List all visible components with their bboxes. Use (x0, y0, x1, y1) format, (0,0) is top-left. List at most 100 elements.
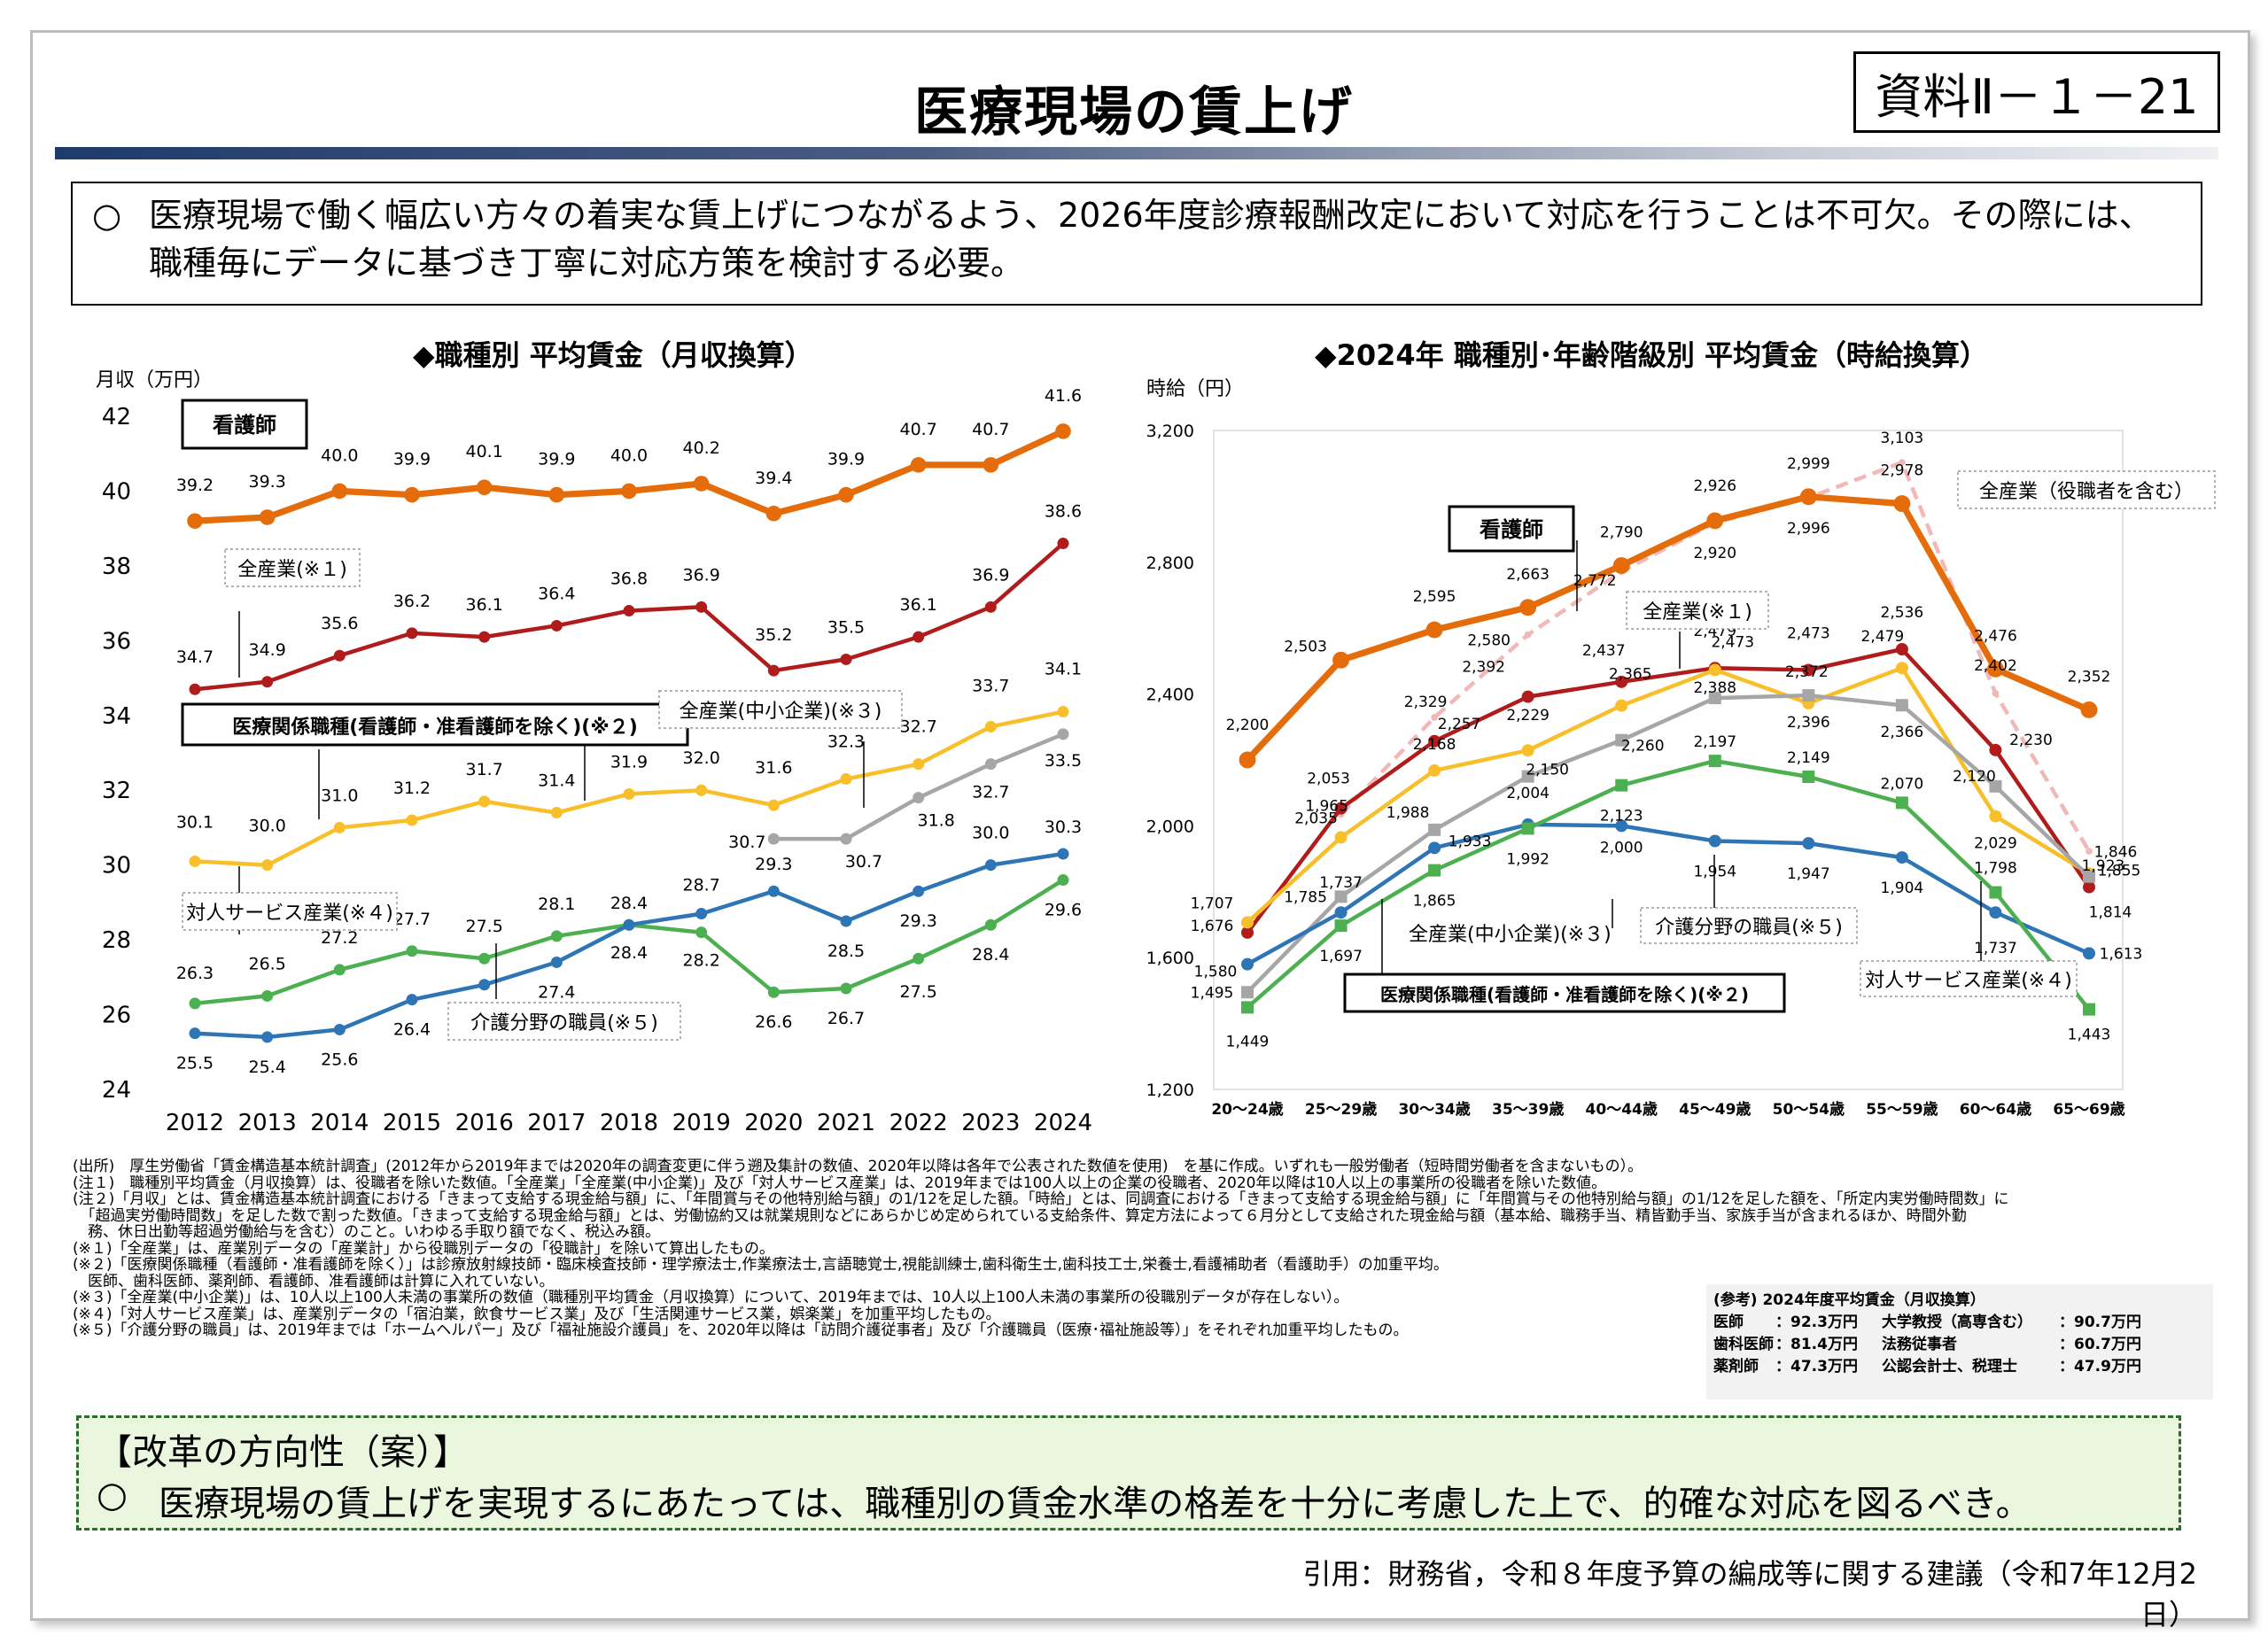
data-point (913, 792, 925, 804)
data-point (840, 773, 852, 786)
data-label: 1,580 (1194, 964, 1238, 981)
data-label: 1,737 (1319, 874, 1363, 892)
data-label: 36.8 (610, 570, 648, 589)
data-point (1986, 660, 2004, 678)
data-label: 1,865 (1413, 893, 1456, 911)
data-point (189, 1027, 201, 1040)
intro-bullet: ○ (92, 196, 122, 235)
medical-callout-box (181, 702, 689, 747)
personal-service-callout-label: 対人サービス産業(※４) (186, 903, 393, 925)
y-tick-label: 3,200 (1146, 422, 1194, 441)
x-tick-label: 65～69歳 (2053, 1100, 2124, 1119)
reference-right-label: 公認会計士、税理士 (1882, 1358, 2017, 1376)
data-point (984, 720, 997, 732)
data-point (693, 476, 710, 492)
reference-left-value: ：81.4万円 (1775, 1336, 1858, 1353)
data-label: 36.9 (683, 565, 720, 585)
data-label: 2,029 (1974, 835, 2017, 853)
right-series-lines (1239, 459, 2098, 1016)
data-point (1334, 890, 1348, 903)
data-label: 1,855 (2098, 862, 2141, 880)
data-label: 2,663 (1506, 566, 1550, 584)
data-label: 2,329 (1404, 694, 1448, 711)
data-point (984, 758, 997, 771)
data-label: 25.6 (321, 1050, 358, 1069)
data-point (913, 952, 925, 965)
data-label: 31.2 (393, 779, 431, 798)
data-label: 2,772 (1573, 572, 1617, 590)
data-label: 39.9 (827, 450, 865, 469)
data-label: 1,992 (1506, 850, 1550, 868)
left-series-lines (187, 423, 1071, 1043)
data-point (2080, 701, 2098, 718)
data-point (1989, 810, 2002, 823)
data-point (623, 918, 635, 931)
data-label: 2,053 (1307, 771, 1350, 788)
nurse-callout-box (181, 399, 308, 450)
data-label: 3,103 (1881, 430, 1924, 447)
data-label: 1,737 (1974, 940, 2017, 957)
data-label: 41.6 (1045, 386, 1082, 406)
data-label: 34.7 (176, 647, 214, 667)
data-label: 2,473 (1787, 624, 1830, 642)
data-point (189, 997, 201, 1010)
data-label: 33.5 (1045, 751, 1082, 771)
y-tick-label: 26 (102, 1003, 131, 1029)
x-tick-label: 2012 (166, 1110, 224, 1136)
data-label: 2,120 (1953, 768, 1996, 786)
medical-callout-label: 医療関係職種(看護師・准看護師を除く)(※２) (1380, 984, 1749, 1005)
data-point (2083, 947, 2095, 960)
data-label: 2,123 (1600, 808, 1643, 825)
note-line: (注２)「月収」とは、賃金構造基本統計調査における「きまって支給する現金給与額」… (73, 1190, 2009, 1208)
data-point (840, 653, 852, 665)
x-tick-label: 2019 (672, 1110, 731, 1136)
left-series-callouts: 看護師 全産業(※１) 医療関係職種(看護師・准看護師を除く)(※２) 全産業(… (181, 399, 903, 1041)
data-label: 2,230 (2009, 732, 2053, 749)
data-label: 27.5 (466, 917, 503, 936)
data-label: 1,933 (1449, 833, 1492, 850)
data-point (767, 986, 780, 998)
data-point (1428, 763, 1441, 777)
data-label: 2,000 (1600, 839, 1643, 856)
data-point (1334, 919, 1348, 933)
data-point (695, 908, 708, 920)
data-point (840, 833, 852, 845)
data-label: 1,449 (1226, 1033, 1270, 1050)
data-point (261, 989, 274, 1002)
data-point (1893, 495, 1911, 513)
data-point (1895, 796, 1908, 810)
data-label: 27.4 (538, 982, 575, 1002)
left-y-axis-title: 月収（万円） (96, 369, 213, 391)
data-point (1989, 906, 2002, 919)
right-gridlines (1213, 430, 2124, 1090)
citation: 引用：財務省，令和８年度予算の編成等に関する建議（令和7年12月2日） (1302, 1557, 2197, 1631)
data-point (1428, 841, 1441, 855)
reference-left-label: 医師 (1713, 1314, 1744, 1331)
data-point (1708, 663, 1721, 677)
data-label: 26.3 (176, 964, 214, 983)
data-label: 2,197 (1693, 733, 1736, 751)
x-tick-label: 2024 (1034, 1110, 1092, 1136)
data-label: 36.4 (538, 584, 575, 603)
x-tick-label: 25～29歳 (1305, 1100, 1377, 1119)
data-label: 2,352 (2068, 668, 2111, 686)
data-point (1057, 706, 1069, 718)
data-label: 1,798 (1974, 860, 2017, 878)
data-point (1615, 733, 1628, 747)
note-line: 「超過実労働時間数」を足した数で割った数値。「きまって支給する現金給与額」とは、… (73, 1206, 1967, 1225)
reference-right-value: ：90.7万円 (2059, 1314, 2141, 1331)
nurse-callout-label: 看護師 (1480, 517, 1543, 542)
data-point (1615, 819, 1628, 833)
data-point (1055, 423, 1071, 439)
y-tick-label: 40 (102, 478, 131, 505)
reference-box: (参考) 2024年度平均賃金（月収換算） 医師 ：92.3万円 大学教授（高専… (1706, 1284, 2213, 1399)
all-industry-callout-label: 全産業(※１) (237, 559, 347, 581)
data-point (1615, 699, 1628, 712)
y-tick-label: 24 (102, 1077, 131, 1104)
right-chart-hourly-wage: 時給（円） 1,200 1,600 2,000 2,400 2,800 3,200 20～… (1146, 378, 2216, 1119)
data-point (406, 945, 418, 957)
data-point (333, 964, 346, 976)
data-label: 1,846 (2094, 844, 2138, 862)
data-label: 39.9 (393, 450, 431, 469)
y-tick-label: 38 (102, 554, 131, 580)
